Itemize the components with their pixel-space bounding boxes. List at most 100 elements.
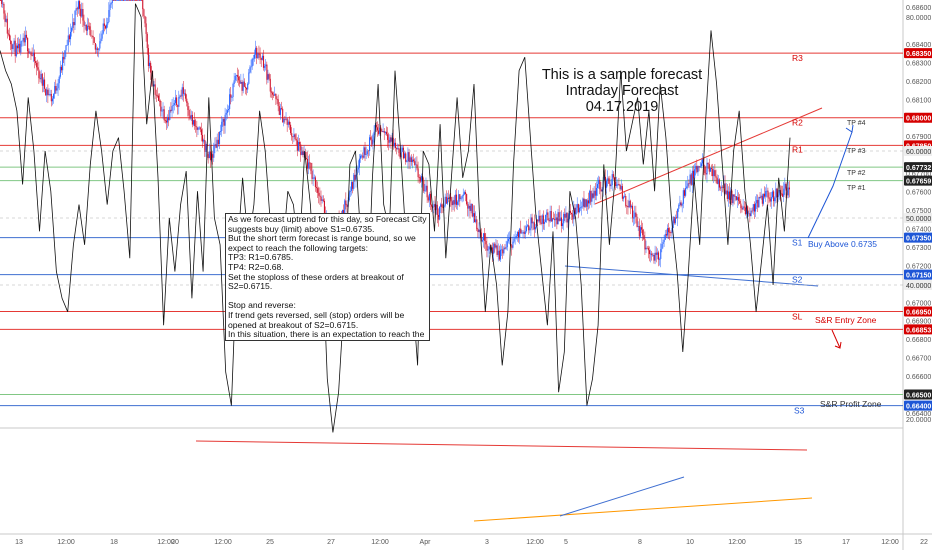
candle-body [40, 73, 42, 80]
candle-body [123, 0, 125, 1]
candle-body [485, 240, 487, 245]
price-tag-label: 0.66950 [906, 310, 931, 317]
price-tag [904, 389, 932, 400]
candle-body [208, 151, 210, 159]
candle-body [36, 62, 38, 68]
candle-body [591, 193, 593, 202]
candle-body [504, 247, 506, 249]
candle-body [676, 217, 678, 219]
candle-body [117, 0, 119, 1]
candle-body [674, 217, 676, 224]
candle-body [76, 8, 78, 10]
candle-body [537, 219, 539, 222]
candle-body [174, 97, 177, 104]
candle-body [86, 25, 88, 31]
candle-body [246, 87, 248, 90]
candle-body [617, 184, 619, 186]
candle-body [391, 137, 393, 142]
candle-body [382, 130, 384, 133]
candle-body [464, 192, 467, 195]
oscillator-tag-label: 50.0000 [906, 216, 931, 223]
candle-body [527, 225, 529, 227]
candle-body [538, 215, 540, 222]
candle-body [92, 36, 94, 38]
candle-body [103, 23, 105, 26]
candle-body [356, 169, 358, 175]
candle-body [704, 166, 706, 174]
price-tick-label: 0.68400 [906, 42, 931, 49]
candle-body [63, 56, 65, 60]
price-tag [904, 306, 932, 317]
candle-body [240, 81, 242, 84]
candle-body [429, 193, 432, 205]
candle-body [104, 25, 107, 29]
time-tick-label: 8 [638, 539, 642, 546]
candle-body [237, 75, 239, 77]
candle-body [358, 158, 360, 168]
candle-body [583, 198, 585, 208]
candle-body [262, 55, 265, 68]
candle-body [406, 161, 408, 162]
candle-body [357, 167, 359, 170]
candle-body [551, 218, 553, 222]
candle-body [136, 0, 138, 1]
candle-body [419, 177, 421, 182]
candle-body [476, 219, 478, 230]
candle-body [697, 166, 699, 173]
candle-body [49, 93, 51, 95]
candle-body [634, 212, 636, 218]
candle-body [24, 34, 26, 43]
candle-body [47, 89, 49, 95]
candle-body [445, 196, 447, 204]
candle-body [58, 76, 60, 84]
candle-body [575, 207, 577, 215]
candle-body [244, 86, 246, 88]
candle-body [734, 196, 736, 198]
candle-body [520, 228, 522, 234]
candle-body [462, 194, 464, 197]
candle-body [609, 183, 611, 187]
candle-body [364, 147, 366, 155]
candle-body [354, 174, 356, 180]
candle-body [346, 205, 348, 207]
price-tag-label: 0.66853 [906, 327, 931, 334]
candle-body [454, 194, 456, 205]
candle-body [474, 213, 476, 223]
candle-body [405, 153, 407, 162]
candle-body [678, 204, 680, 209]
candle-body [686, 186, 688, 189]
candle-body [604, 176, 607, 188]
time-tick-label: 27 [327, 539, 335, 546]
candle-body [615, 181, 617, 186]
candle-body [635, 212, 637, 217]
candle-body [227, 109, 230, 111]
candle-body [683, 190, 686, 196]
candle-body [296, 140, 298, 151]
candle-body [11, 44, 13, 50]
candle-body [55, 86, 57, 91]
candle-body [3, 3, 5, 14]
candle-body [757, 199, 759, 208]
candle-body [191, 114, 193, 125]
candle-body [102, 23, 104, 34]
candle-body [545, 214, 547, 223]
candle-body [33, 52, 35, 62]
candle-body [597, 184, 599, 189]
candle-body [225, 112, 227, 115]
candle-body [9, 34, 11, 41]
candle-body [484, 233, 486, 241]
candle-body [350, 182, 353, 191]
level-label: S3 [794, 406, 805, 416]
candle-body [323, 200, 325, 214]
candle-body [302, 150, 304, 156]
candle-body [290, 124, 292, 134]
candle-body [639, 227, 641, 237]
chart-annotations: R3 R2 R1 S1 S2 SL S3 TP #4 TP #3 TP #2 TP #1 Buy Ab… [542, 53, 882, 415]
candle-body [100, 38, 102, 42]
candle-body [295, 138, 297, 141]
candle-body [431, 204, 433, 207]
candle-body [736, 197, 739, 200]
candle-body [673, 216, 675, 224]
candle-body [314, 177, 316, 188]
candle-body [670, 232, 672, 234]
